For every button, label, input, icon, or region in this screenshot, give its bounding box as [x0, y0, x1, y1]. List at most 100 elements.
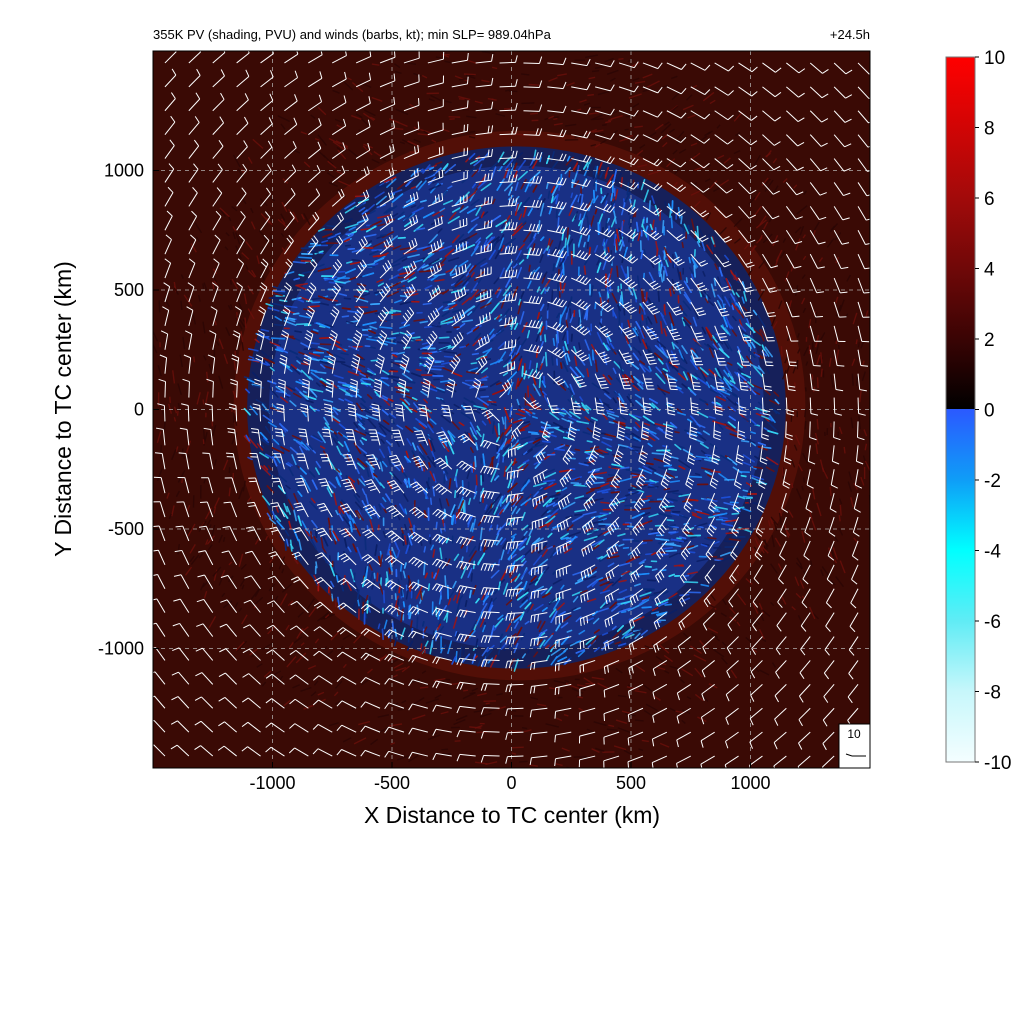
- pv-streak: [574, 513, 583, 516]
- pv-streak: [270, 337, 286, 340]
- pv-streak: [315, 561, 318, 569]
- pv-streak: [410, 620, 413, 628]
- pv-streak: [607, 473, 622, 477]
- pv-streak: [347, 370, 359, 376]
- pv-streak: [454, 476, 458, 488]
- pv-streak: [401, 321, 407, 324]
- pv-streak-outer: [147, 390, 149, 395]
- pv-streak: [724, 364, 733, 377]
- pv-streak: [326, 487, 333, 497]
- pv-streak: [573, 346, 578, 354]
- pv-streak: [388, 567, 391, 575]
- pv-streak: [600, 501, 610, 504]
- pv-streak: [477, 163, 483, 173]
- pv-streak: [700, 583, 710, 587]
- pv-streak: [312, 434, 323, 442]
- pv-streak: [547, 545, 554, 550]
- pv-streak: [501, 416, 505, 425]
- pv-streak: [274, 315, 282, 322]
- pv-streak: [500, 297, 506, 309]
- pv-streak: [280, 311, 288, 315]
- pv-streak-outer: [804, 387, 807, 392]
- pv-streak: [296, 482, 301, 493]
- pv-streak: [646, 593, 658, 597]
- pv-streak: [324, 422, 331, 429]
- pv-streak-outer: [442, 48, 447, 49]
- pv-streak: [280, 396, 289, 404]
- pv-streak: [406, 380, 416, 384]
- pv-streak: [640, 178, 646, 191]
- pv-streak: [542, 247, 548, 255]
- pv-streak: [562, 262, 565, 276]
- pv-streak: [661, 370, 670, 382]
- pv-streak: [258, 437, 268, 444]
- pv-streak: [433, 273, 446, 277]
- pv-streak: [285, 538, 289, 547]
- pv-streak: [341, 315, 350, 318]
- pv-streak: [329, 338, 343, 346]
- pv-streak: [690, 347, 697, 353]
- pv-streak: [281, 354, 290, 359]
- pv-streak: [542, 440, 551, 443]
- pv-streak: [518, 297, 522, 306]
- pv-streak: [707, 536, 717, 540]
- pv-streak: [455, 233, 465, 244]
- pv-streak: [577, 317, 581, 331]
- pv-streak: [300, 362, 309, 366]
- pv-streak-outer: [144, 410, 145, 421]
- pv-streak: [511, 495, 522, 506]
- pv-streak-outer: [519, 760, 528, 763]
- pv-streak: [521, 653, 527, 659]
- pv-streak: [523, 231, 532, 243]
- pv-streak: [558, 206, 565, 216]
- pv-streak-outer: [169, 396, 171, 404]
- pv-streak: [651, 607, 659, 612]
- pv-streak: [274, 514, 282, 522]
- pv-streak-outer: [851, 373, 854, 386]
- pv-streak: [470, 620, 478, 631]
- pv-streak: [358, 206, 366, 213]
- pv-streak: [696, 240, 701, 248]
- pv-streak: [651, 195, 656, 204]
- pv-streak: [309, 501, 318, 511]
- pv-streak: [344, 201, 356, 210]
- pv-streak: [415, 586, 423, 600]
- pv-streak: [574, 355, 578, 367]
- pv-streak: [500, 245, 505, 252]
- pv-streak: [714, 263, 719, 271]
- pv-streak: [415, 368, 422, 372]
- pv-streak: [639, 364, 646, 373]
- pv-streak: [424, 174, 435, 180]
- pv-streak: [532, 243, 536, 252]
- pv-streak: [662, 546, 673, 550]
- pv-streak: [578, 213, 582, 221]
- pv-streak: [571, 179, 574, 189]
- pv-streak: [618, 562, 631, 567]
- pv-streak: [624, 436, 631, 441]
- pv-streak: [594, 244, 599, 253]
- pv-streak: [361, 488, 366, 495]
- pv-streak: [511, 505, 518, 515]
- pv-streak: [469, 446, 474, 453]
- pv-streak: [368, 596, 372, 605]
- pv-streak: [560, 622, 569, 629]
- pv-streak: [642, 465, 653, 472]
- pv-streak: [710, 236, 715, 245]
- pv-streak: [469, 289, 479, 301]
- pv-streak: [533, 603, 544, 611]
- pv-streak: [462, 263, 472, 274]
- pv-streak: [725, 426, 739, 434]
- pv-streak: [676, 408, 683, 414]
- pv-streak: [742, 489, 749, 492]
- pv-streak: [313, 263, 325, 269]
- pv-streak: [648, 513, 660, 518]
- pv-streak: [528, 528, 533, 537]
- pv-streak: [667, 608, 678, 615]
- pv-streak: [429, 470, 436, 482]
- pv-streak: [360, 475, 366, 483]
- pv-streak: [379, 448, 386, 459]
- pv-streak: [429, 418, 437, 425]
- pv-streak: [445, 498, 450, 507]
- pv-streak: [480, 602, 488, 614]
- pv-streak: [310, 497, 316, 504]
